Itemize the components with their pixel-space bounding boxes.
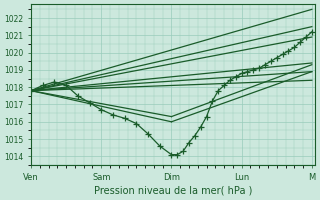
X-axis label: Pression niveau de la mer( hPa ): Pression niveau de la mer( hPa ) (94, 186, 252, 196)
